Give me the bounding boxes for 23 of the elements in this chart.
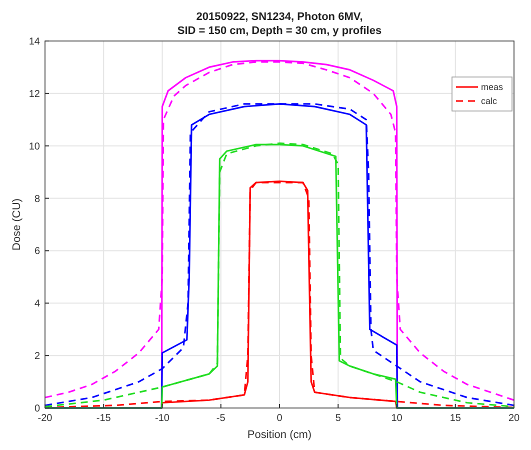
legend-label: calc — [481, 96, 498, 106]
y-tick-label: 14 — [28, 36, 40, 48]
x-tick-label: 20 — [508, 413, 520, 424]
x-tick-label: -15 — [96, 413, 112, 424]
y-tick-label: 2 — [34, 351, 40, 362]
chart-title: 20150922, SN1234, Photon 6MV, — [196, 11, 363, 23]
x-tick-label: -20 — [38, 413, 53, 424]
y-tick-label: 0 — [34, 404, 40, 414]
x-axis-title: Position (cm) — [247, 429, 312, 441]
chart-subtitle: SID = 150 cm, Depth = 30 cm, y profiles — [177, 25, 382, 37]
y-tick-label: 12 — [28, 88, 40, 100]
y-axis-title: Dose (CU) — [11, 198, 23, 250]
x-tick-label: -10 — [155, 413, 170, 424]
y-tick-label: 10 — [28, 141, 40, 152]
x-tick-label: 5 — [335, 413, 342, 424]
x-tick-label: 15 — [450, 413, 462, 424]
legend-label: meas — [481, 82, 504, 92]
x-tick-label: -5 — [216, 413, 226, 424]
x-tick-label: 10 — [391, 413, 403, 424]
y-tick-label: 8 — [34, 194, 40, 205]
y-tick-label: 6 — [34, 246, 40, 258]
x-tick-label: 0 — [276, 413, 283, 424]
y-tick-label: 4 — [34, 298, 40, 310]
